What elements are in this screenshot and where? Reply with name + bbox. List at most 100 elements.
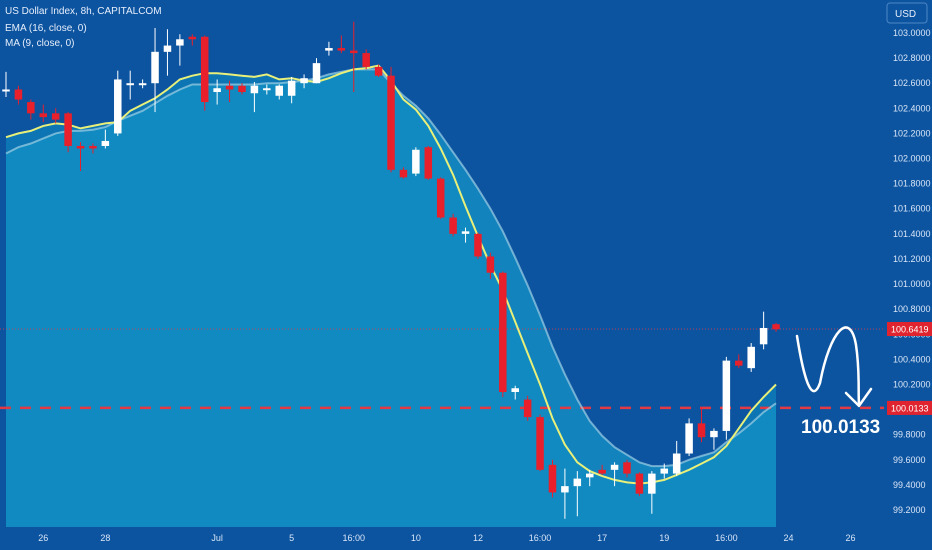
candle[interactable] bbox=[548, 459, 557, 498]
candle[interactable] bbox=[325, 41, 333, 56]
candle[interactable] bbox=[362, 49, 370, 70]
candle[interactable] bbox=[2, 71, 10, 98]
candle[interactable] bbox=[51, 108, 60, 124]
candle-body bbox=[225, 85, 234, 90]
candle[interactable] bbox=[635, 472, 644, 497]
candle[interactable] bbox=[623, 459, 631, 478]
candle[interactable] bbox=[76, 142, 85, 172]
candle[interactable] bbox=[474, 232, 482, 259]
candle-body bbox=[374, 66, 383, 76]
candle[interactable] bbox=[250, 81, 259, 113]
candle[interactable] bbox=[238, 83, 246, 95]
candle-body bbox=[263, 88, 271, 91]
candle-body bbox=[213, 88, 221, 92]
y-tick-label: 99.4000 bbox=[893, 480, 926, 490]
candle-body bbox=[300, 78, 308, 84]
candle[interactable] bbox=[101, 129, 110, 149]
candle-body bbox=[312, 63, 321, 84]
candle[interactable] bbox=[598, 464, 606, 475]
candle[interactable] bbox=[312, 58, 321, 84]
candle-body bbox=[523, 399, 532, 418]
x-tick-label: 28 bbox=[100, 533, 110, 543]
candle[interactable] bbox=[27, 99, 35, 120]
candle[interactable] bbox=[610, 462, 619, 487]
candle[interactable] bbox=[374, 64, 383, 77]
candle[interactable] bbox=[461, 227, 470, 243]
candle[interactable] bbox=[735, 354, 743, 369]
candle[interactable] bbox=[685, 418, 693, 457]
candle[interactable] bbox=[337, 35, 346, 54]
candle-body bbox=[772, 324, 780, 330]
candle[interactable] bbox=[759, 311, 768, 350]
candle[interactable] bbox=[561, 468, 569, 519]
candle[interactable] bbox=[672, 440, 681, 477]
candle[interactable] bbox=[710, 428, 718, 450]
candle[interactable] bbox=[89, 143, 97, 154]
candle[interactable] bbox=[499, 271, 507, 398]
candle[interactable] bbox=[176, 34, 184, 66]
candle[interactable] bbox=[523, 395, 532, 421]
candle-body bbox=[511, 388, 519, 393]
candle[interactable] bbox=[39, 104, 48, 123]
y-tick-label: 99.6000 bbox=[893, 455, 926, 465]
candle[interactable] bbox=[697, 407, 706, 443]
candle[interactable] bbox=[188, 34, 197, 46]
candle[interactable] bbox=[722, 356, 731, 440]
candle[interactable] bbox=[151, 27, 159, 113]
y-tick-label: 101.0000 bbox=[893, 279, 931, 289]
candle[interactable] bbox=[585, 469, 594, 487]
candle-body bbox=[76, 145, 85, 149]
x-axis: 26 28 Jul 5 16:00 10 12 16:00 17 19 16:00 24 26 bbox=[38, 533, 855, 543]
candle[interactable] bbox=[163, 29, 172, 76]
candle-body bbox=[610, 464, 619, 470]
currency-badge[interactable] bbox=[886, 2, 928, 24]
candle[interactable] bbox=[511, 385, 519, 400]
candle[interactable] bbox=[213, 79, 221, 105]
candle[interactable] bbox=[449, 213, 457, 237]
reference-lines bbox=[0, 328, 884, 410]
candle-body bbox=[126, 83, 134, 86]
x-tick-label: 26 bbox=[38, 533, 48, 543]
y-tick-label: 103.0000 bbox=[893, 28, 931, 38]
candle-body bbox=[635, 473, 644, 494]
candle-body bbox=[114, 79, 122, 134]
candle[interactable] bbox=[486, 252, 495, 280]
currency-box[interactable]: USD bbox=[886, 2, 928, 24]
y-tick-label: 100.8000 bbox=[893, 304, 931, 314]
candle[interactable] bbox=[14, 85, 23, 105]
candle[interactable] bbox=[648, 471, 656, 514]
candle[interactable] bbox=[126, 70, 134, 100]
candle[interactable] bbox=[275, 84, 283, 100]
ma-area bbox=[6, 65, 776, 527]
candle[interactable] bbox=[573, 471, 582, 517]
price-tags: 100.6419 100.0133 bbox=[887, 322, 932, 415]
candle-body bbox=[412, 149, 420, 174]
candle-body bbox=[660, 468, 669, 474]
candle[interactable] bbox=[350, 21, 358, 92]
candle[interactable] bbox=[436, 177, 445, 219]
x-tick-label: 10 bbox=[411, 533, 421, 543]
candle[interactable] bbox=[200, 35, 209, 111]
candle-body bbox=[238, 85, 246, 92]
candle[interactable] bbox=[300, 74, 308, 89]
candle[interactable] bbox=[263, 84, 271, 95]
candle[interactable] bbox=[225, 80, 234, 103]
candle-body bbox=[39, 113, 48, 118]
candle-body bbox=[548, 464, 557, 493]
candle[interactable] bbox=[64, 112, 72, 153]
candle-body bbox=[325, 48, 333, 51]
candle-body bbox=[561, 486, 569, 493]
candle[interactable] bbox=[772, 322, 780, 332]
candle-body bbox=[176, 39, 184, 46]
candle[interactable] bbox=[387, 66, 395, 173]
candle[interactable] bbox=[138, 79, 147, 89]
candle[interactable] bbox=[114, 70, 122, 136]
candle[interactable] bbox=[660, 463, 669, 479]
candle[interactable] bbox=[399, 167, 408, 179]
candle[interactable] bbox=[287, 76, 296, 104]
candle[interactable] bbox=[536, 414, 544, 472]
candle[interactable] bbox=[424, 145, 433, 180]
candle[interactable] bbox=[747, 343, 755, 372]
candle[interactable] bbox=[412, 147, 420, 177]
